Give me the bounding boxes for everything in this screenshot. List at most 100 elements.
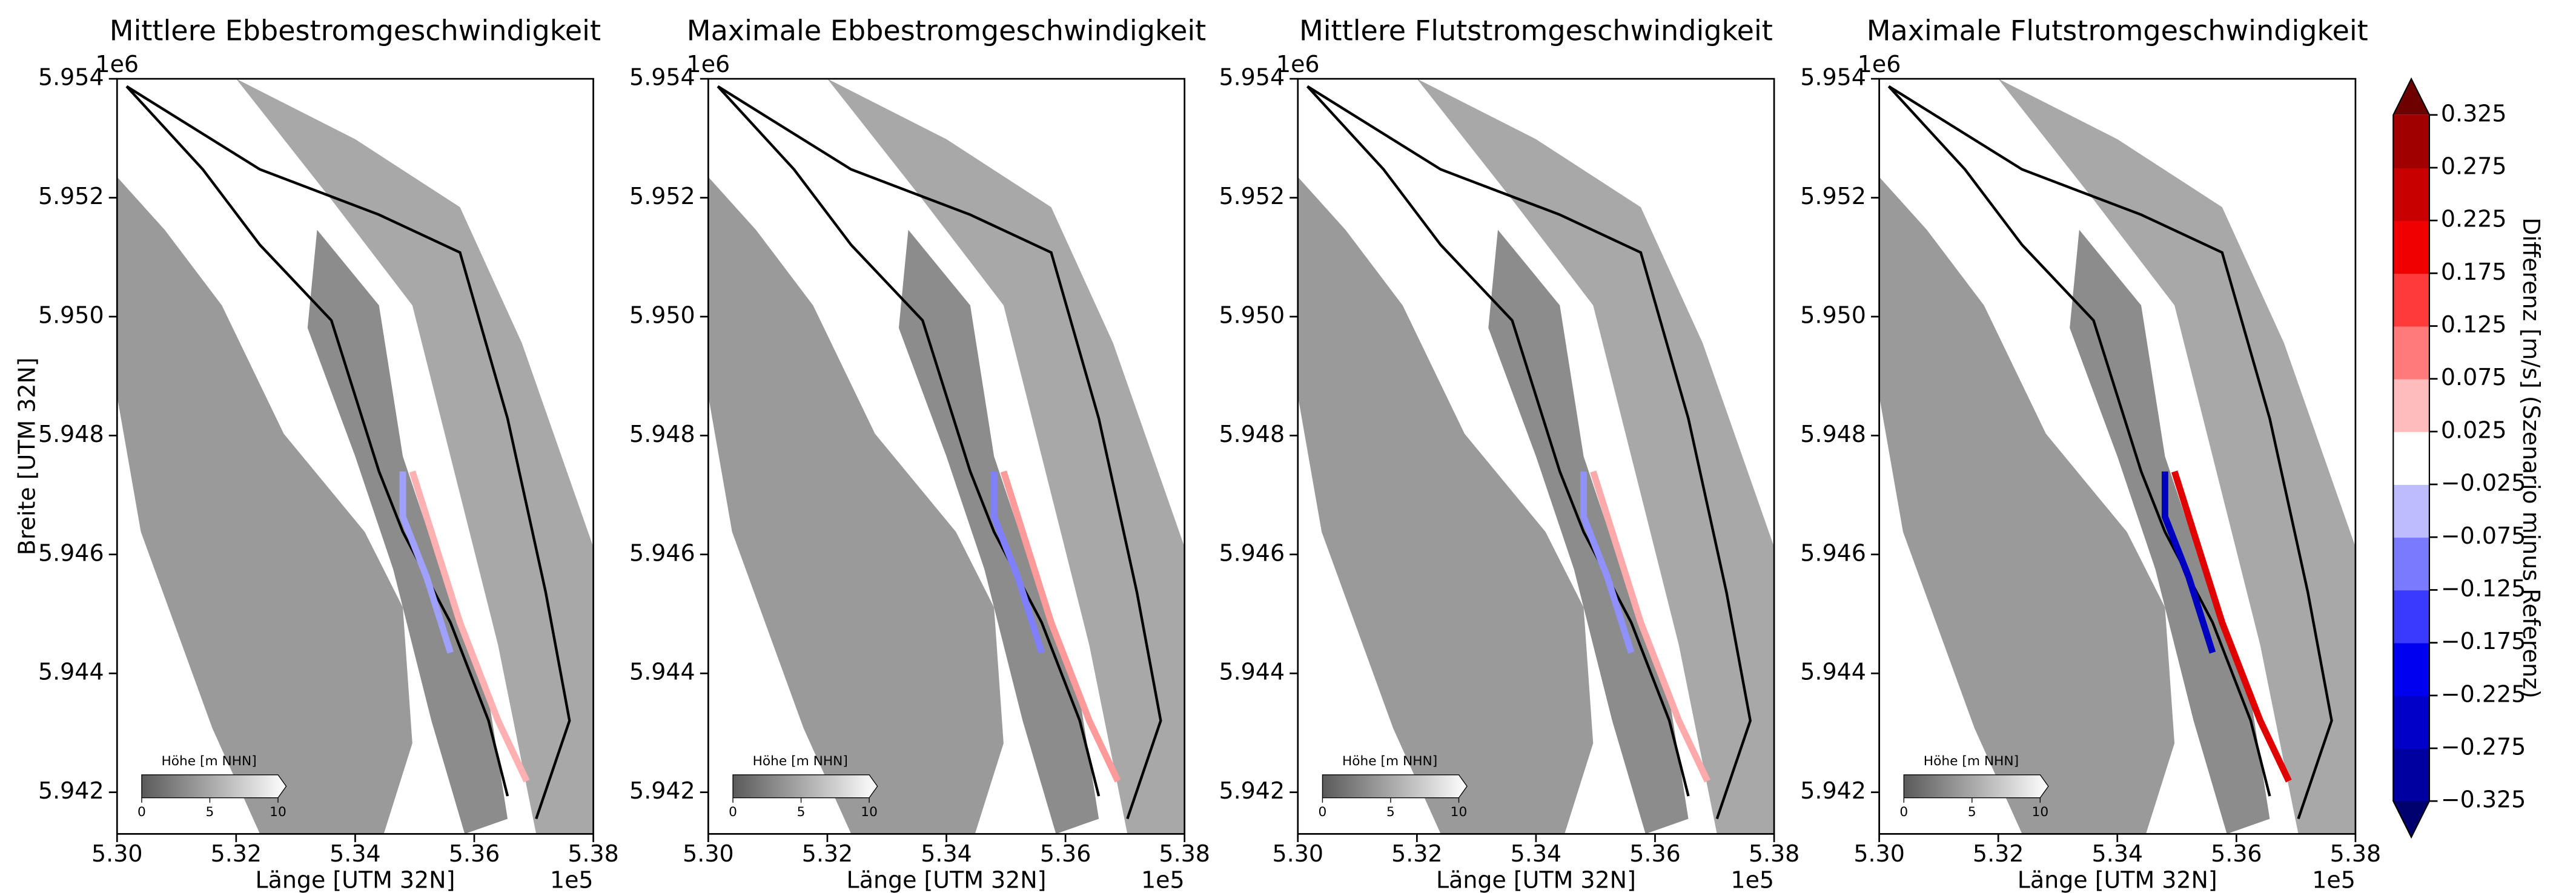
inset-label: Höhe [m NHN] (753, 754, 848, 769)
y-tick-label: 5.954 (38, 64, 104, 91)
y-tick-label: 5.948 (1219, 421, 1285, 447)
y-tick-label: 5.950 (629, 302, 695, 328)
y-tick-label: 5.942 (1800, 777, 1866, 804)
colorbar-tick-label: 0.225 (2441, 206, 2507, 232)
colorbar-bin (2393, 537, 2429, 590)
x-tick-label: 5.34 (2092, 840, 2143, 867)
colorbar-bin (2393, 484, 2429, 538)
colorbar-extend-over (2393, 79, 2429, 115)
inset-tick-label: 0 (1899, 805, 1908, 820)
map-panel (117, 79, 593, 834)
x-tick-label: 5.30 (1853, 840, 1904, 867)
colorbar-bin (2393, 643, 2429, 696)
x-tick-label: 5.30 (683, 840, 733, 867)
y-tick-label: 5.952 (1219, 183, 1285, 209)
inset-colorbar (1322, 775, 1467, 798)
colorbar-extend-under (2393, 801, 2429, 837)
colorbar-bin (2393, 432, 2429, 485)
y-tick-label: 5.942 (38, 777, 104, 804)
colorbar-bin (2393, 748, 2429, 802)
y-axis-label: Breite [UTM 32N] (13, 357, 40, 555)
x-tick-label: 5.38 (1159, 840, 1210, 867)
y-tick-label: 5.944 (38, 659, 104, 685)
inset-label: Höhe [m NHN] (1924, 754, 2019, 769)
y-tick-label: 5.942 (629, 777, 695, 804)
colorbar-bin (2393, 115, 2429, 168)
map-panel (1298, 79, 1774, 834)
x-tick-label: 5.30 (1273, 840, 1323, 867)
colorbar-tick-label: −0.275 (2441, 733, 2526, 760)
y-tick-label: 5.950 (38, 302, 104, 328)
colorbar-bin (2393, 273, 2429, 326)
y-tick-label: 5.944 (629, 659, 695, 685)
x-tick-label: 5.36 (1040, 840, 1091, 867)
x-tick-label: 5.34 (921, 840, 972, 867)
colorbar-tick-label: −0.125 (2441, 575, 2526, 602)
y-tick-label: 5.946 (629, 539, 695, 566)
inset-tick-label: 5 (1968, 805, 1976, 820)
y-tick-label: 5.950 (1800, 302, 1866, 328)
y-tick-label: 5.946 (38, 539, 104, 566)
x-axis-label: Länge [UTM 32N] (255, 867, 455, 893)
inset-tick-label: 10 (861, 805, 878, 820)
y-tick-label: 5.950 (1219, 302, 1285, 328)
colorbar-tick-label: −0.325 (2441, 786, 2526, 813)
colorbar-label: Differenz [m/s] (Szenario minus Referenz… (2518, 217, 2545, 698)
inset-tick-label: 5 (797, 805, 806, 820)
colorbar-tick-label: −0.025 (2441, 470, 2526, 496)
x-offset: 1e5 (550, 867, 594, 893)
x-tick-label: 5.38 (568, 840, 618, 867)
x-tick-label: 5.38 (1749, 840, 1800, 867)
inset-colorbar (142, 775, 286, 798)
x-axis-label: Länge [UTM 32N] (847, 867, 1047, 893)
colorbar-tick-label: 0.175 (2441, 259, 2507, 285)
inset-tick-label: 10 (1451, 805, 1468, 820)
x-tick-label: 5.36 (1629, 840, 1680, 867)
y-offset: 1e6 (687, 51, 730, 77)
panel-title: Maximale Ebbestromgeschwindigkeit (687, 15, 1206, 47)
inset-label: Höhe [m NHN] (1342, 754, 1437, 769)
panel-title: Maximale Flutstromgeschwindigkeit (1867, 15, 2368, 47)
panel-title: Mittlere Flutstromgeschwindigkeit (1299, 15, 1773, 47)
inset-tick-label: 0 (729, 805, 737, 820)
inset-label: Höhe [m NHN] (161, 754, 256, 769)
y-tick-label: 5.954 (1800, 64, 1866, 91)
colorbar-tick-label: −0.225 (2441, 680, 2526, 707)
colorbar-tick-label: −0.075 (2441, 522, 2526, 549)
y-tick-label: 5.946 (1219, 539, 1285, 566)
x-tick-label: 5.32 (1391, 840, 1442, 867)
x-offset: 1e5 (1730, 867, 1774, 893)
colorbar-tick-label: 0.125 (2441, 311, 2507, 338)
y-tick-label: 5.944 (1800, 659, 1866, 685)
x-tick-label: 5.36 (449, 840, 500, 867)
inset-colorbar (1904, 775, 2048, 798)
x-tick-label: 5.38 (2330, 840, 2381, 867)
colorbar-bin (2393, 326, 2429, 380)
y-tick-label: 5.948 (629, 421, 695, 447)
y-offset: 1e6 (1858, 51, 1901, 77)
colorbar-tick-label: 0.325 (2441, 100, 2507, 127)
x-offset: 1e5 (2312, 867, 2356, 893)
inset-tick-label: 5 (206, 805, 214, 820)
colorbar-bin (2393, 168, 2429, 221)
inset-tick-label: 5 (1386, 805, 1395, 820)
y-tick-label: 5.942 (1219, 777, 1285, 804)
inset-tick-label: 10 (2032, 805, 2049, 820)
y-tick-label: 5.952 (629, 183, 695, 209)
y-tick-label: 5.954 (1219, 64, 1285, 91)
x-axis-label: Länge [UTM 32N] (2018, 867, 2217, 893)
y-tick-label: 5.946 (1800, 539, 1866, 566)
colorbar-bin (2393, 220, 2429, 274)
y-tick-label: 5.948 (38, 421, 104, 447)
y-tick-label: 5.952 (1800, 183, 1866, 209)
colorbar-tick-label: 0.275 (2441, 153, 2507, 179)
inset-tick-label: 10 (270, 805, 286, 820)
colorbar-tick-label: −0.175 (2441, 628, 2526, 654)
y-tick-label: 5.954 (629, 64, 695, 91)
inset-tick-label: 0 (137, 805, 146, 820)
colorbar-bin (2393, 590, 2429, 643)
map-panel (1879, 79, 2356, 834)
x-tick-label: 5.30 (91, 840, 142, 867)
y-tick-label: 5.952 (38, 183, 104, 209)
y-tick-label: 5.944 (1219, 659, 1285, 685)
